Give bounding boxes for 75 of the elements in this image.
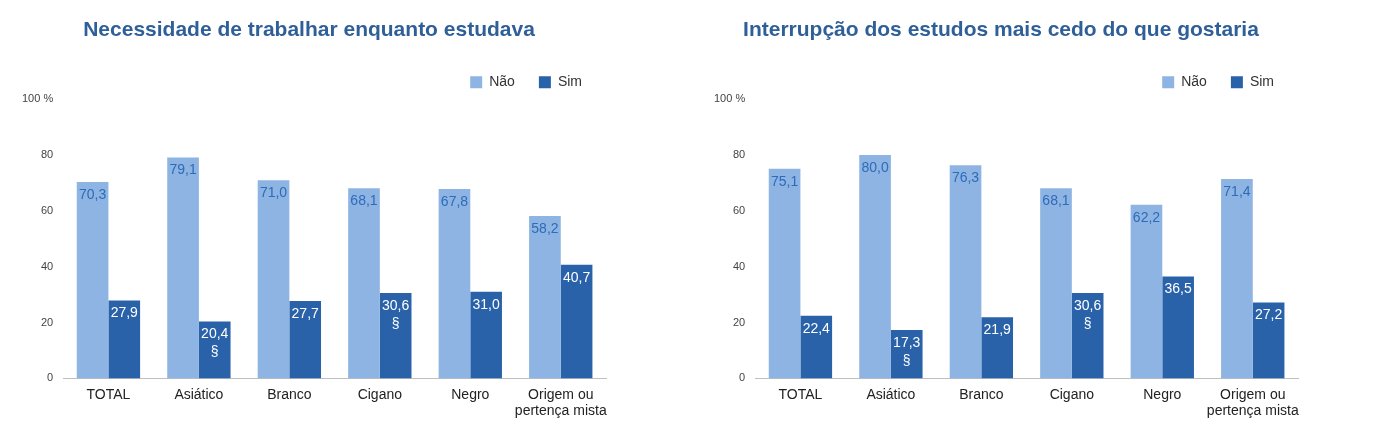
x-tick-label: Negro <box>1143 385 1182 402</box>
data-label: 68,1 <box>1042 192 1070 209</box>
bar <box>859 155 891 379</box>
bar <box>289 301 322 379</box>
chart-title: Necessidade de trabalhar enquanto estudava <box>83 17 536 41</box>
data-label: 36,5 <box>1164 280 1192 297</box>
data-label: 30,6 § <box>1074 296 1102 331</box>
data-label: 58,2 <box>531 219 559 236</box>
bar <box>257 180 290 379</box>
bar <box>1040 188 1072 379</box>
data-label: 30,6 § <box>382 296 410 331</box>
data-label: 21,9 <box>983 321 1012 338</box>
bar <box>198 321 231 379</box>
data-label: 27,7 <box>291 304 320 321</box>
y-tick-label: 80 <box>732 148 746 161</box>
data-label: 68,1 <box>350 192 378 209</box>
bar <box>1162 276 1194 379</box>
legend-label: Sim <box>557 73 583 90</box>
x-tick-label: Origem ou pertença mista <box>514 385 607 419</box>
data-label: 67,8 <box>440 192 469 209</box>
bar <box>768 168 801 379</box>
y-tick-label: 60 <box>732 203 746 216</box>
y-tick-label: 20 <box>40 315 54 328</box>
bar <box>167 157 199 379</box>
bar <box>949 165 982 379</box>
bar <box>348 188 380 379</box>
y-tick-label: 0 <box>739 371 746 384</box>
bar <box>560 264 593 379</box>
x-tick-label: Cigano <box>357 385 403 402</box>
y-tick-label: 80 <box>40 148 54 161</box>
x-tick-label: Asiático <box>174 385 224 402</box>
data-label: 17,3 § <box>893 333 921 368</box>
legend-label: Não <box>1181 73 1208 90</box>
bar <box>800 315 833 379</box>
x-tick-label: Cigano <box>1049 385 1095 402</box>
bar <box>1221 179 1253 379</box>
data-label: 27,2 <box>1254 306 1283 323</box>
data-label: 22,4 <box>802 319 831 336</box>
data-label: 31,0 <box>472 295 500 312</box>
y-tick-label: 40 <box>40 259 54 272</box>
x-tick-label: Negro <box>451 385 490 402</box>
bar <box>981 317 1014 379</box>
y-tick-label: 40 <box>732 259 746 272</box>
bar <box>108 300 141 379</box>
x-tick-label: TOTAL <box>778 385 823 402</box>
legend-label: Sim <box>1249 73 1275 90</box>
bar <box>438 189 471 379</box>
data-label: 75,1 <box>770 172 799 189</box>
bar <box>76 182 109 379</box>
chart-title: Interrupção dos estudos mais cedo do que gostaria <box>743 17 1260 41</box>
x-tick-label: Branco <box>959 385 1004 402</box>
x-tick-label: TOTAL <box>86 385 131 402</box>
y-tick-label: 100 % <box>713 92 746 105</box>
data-label: 76,3 <box>951 169 980 186</box>
bar <box>1252 302 1285 379</box>
data-label: 27,9 <box>110 304 139 321</box>
y-tick-label: 60 <box>40 203 54 216</box>
legend-label: Não <box>489 73 516 90</box>
data-label: 71,0 <box>259 184 288 201</box>
bar <box>1130 204 1163 379</box>
y-tick-label: 100 % <box>21 92 54 105</box>
y-tick-label: 20 <box>732 315 746 328</box>
data-label: 62,2 <box>1132 208 1161 225</box>
x-tick-label: Asiático <box>866 385 916 402</box>
data-label: 79,1 <box>169 161 197 178</box>
bar <box>529 215 561 379</box>
data-label: 80,0 <box>861 158 889 175</box>
x-tick-label: Origem ou pertença mista <box>1206 385 1299 419</box>
y-tick-label: 0 <box>47 371 54 384</box>
data-label: 20,4 § <box>201 325 229 360</box>
data-label: 40,7 <box>562 268 591 285</box>
data-label: 70,3 <box>78 185 107 202</box>
data-label: 71,4 <box>1223 182 1251 199</box>
bar <box>470 291 502 379</box>
x-tick-label: Branco <box>267 385 312 402</box>
